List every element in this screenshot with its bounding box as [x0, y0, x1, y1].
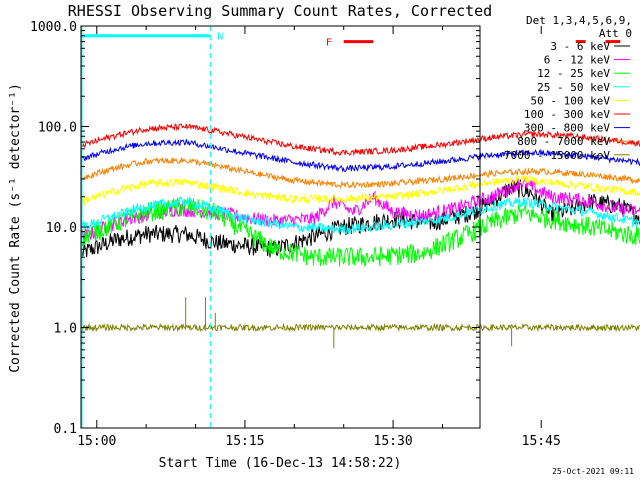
series-line-8	[81, 156, 640, 189]
legend-label: 25 - 50 keV	[537, 81, 610, 94]
x-tick-label: 15:45	[522, 434, 561, 449]
axes-layer: 1000.0 100.0 10.0 1.0 0.115:00 15:15 15:30 15:4…	[30, 20, 561, 449]
series-layer	[81, 123, 640, 349]
legend-label: 6 - 12 keV	[544, 54, 611, 67]
date-stamp: 25-Oct-2021 09:11	[552, 467, 634, 476]
y-tick-label: 1000.0	[30, 20, 77, 35]
state-flag-label: N	[217, 32, 223, 43]
legend-header-line-2: Att 0	[599, 27, 632, 40]
series-line-1	[81, 178, 640, 258]
y-tick-label: 1.0	[54, 322, 77, 337]
legend-header-line-1: Det 1,3,4,5,6,9,	[526, 14, 632, 27]
y-tick-label: 0.1	[54, 422, 77, 437]
legend-label: 100 - 300 keV	[524, 108, 610, 121]
series-line-9	[81, 322, 640, 333]
legend-label: 800 - 7000 keV	[517, 135, 610, 148]
series-line-7	[81, 138, 640, 173]
legend-label: 3 - 6 keV	[550, 40, 610, 53]
chart-title: RHESSI Observing Summary Count Rates, Co…	[68, 2, 492, 20]
y-tick-label: 10.0	[46, 221, 77, 236]
x-axis-label: Start Time (16-Dec-13 14:58:22)	[159, 456, 402, 471]
series-line-6	[81, 123, 640, 157]
y-axis-label: Corrected Count Rate (s⁻¹ detector⁻¹)	[8, 83, 23, 373]
legend-label: 7000 - 15000 keV	[504, 149, 610, 162]
x-tick-label: 15:30	[374, 434, 413, 449]
series-line-5	[81, 174, 640, 207]
legend-label: 300 - 800 keV	[524, 122, 610, 135]
legend-label: 50 - 100 keV	[531, 94, 611, 107]
state-flag-label: F	[326, 38, 332, 49]
series-line-4	[81, 195, 640, 235]
y-tick-label: 100.0	[38, 121, 77, 136]
x-tick-label: 15:15	[225, 434, 264, 449]
x-tick-label: 15:00	[77, 434, 116, 449]
legend-label: 12 - 25 keV	[537, 67, 610, 80]
